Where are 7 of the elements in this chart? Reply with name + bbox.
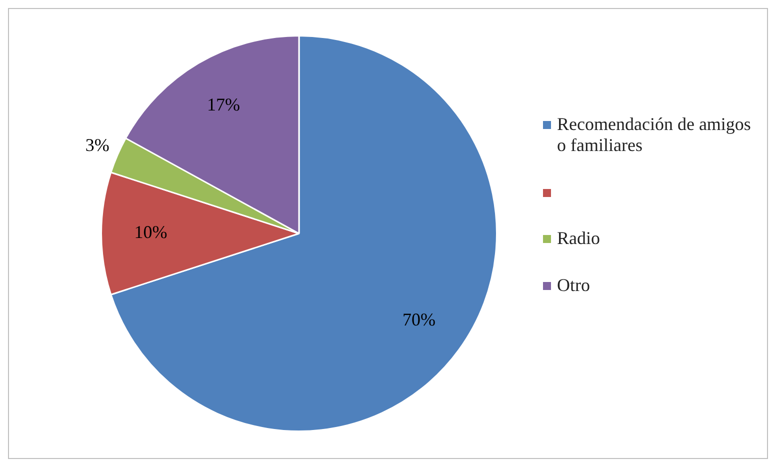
legend-label: Recomendación de amigos o familiares: [557, 114, 752, 156]
data-label: 17%: [207, 94, 240, 115]
legend-label: Radio: [557, 228, 600, 249]
legend-label: Otro: [557, 275, 590, 296]
data-label: 70%: [402, 309, 436, 330]
data-label: 3%: [85, 134, 110, 155]
data-label: 10%: [134, 222, 168, 242]
